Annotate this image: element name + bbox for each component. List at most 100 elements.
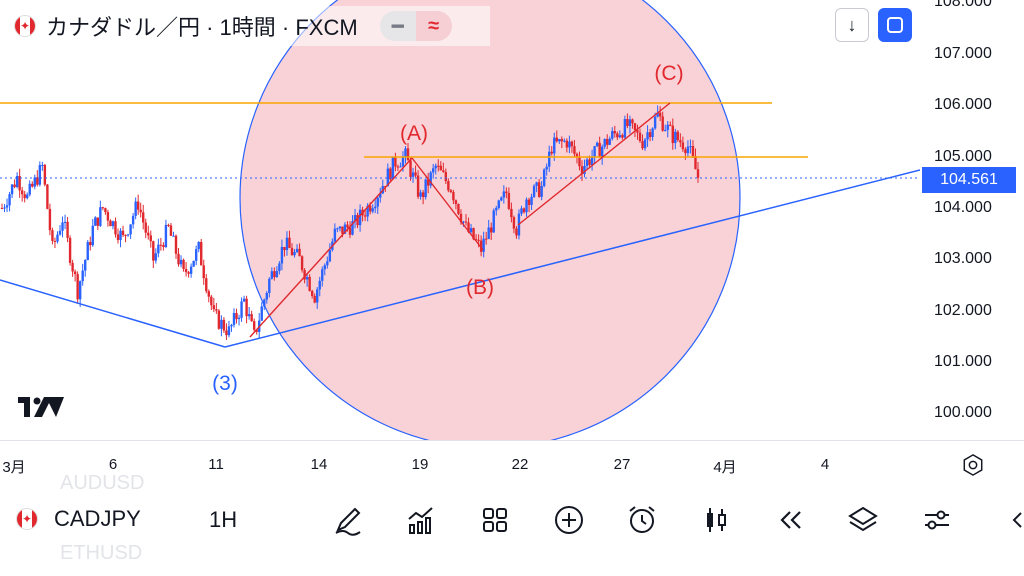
candle-body bbox=[154, 253, 158, 261]
time-axis[interactable]: 3月 6 11 14 19 22 27 4月 4 bbox=[0, 440, 1024, 486]
wave-c-line[interactable] bbox=[517, 102, 671, 226]
candle-body bbox=[91, 225, 94, 246]
candle-body bbox=[328, 249, 332, 262]
price-chart[interactable]: (3) (A) (B) (C) bbox=[0, 0, 920, 440]
candle-body bbox=[500, 197, 503, 201]
candle-body bbox=[56, 234, 59, 242]
candle-body bbox=[452, 192, 455, 201]
candle-body bbox=[522, 208, 526, 213]
wave-b-line[interactable] bbox=[411, 157, 484, 251]
candle-body bbox=[338, 226, 342, 229]
symbol-title[interactable]: カナダドル／円 · 1時間 · FXCM bbox=[46, 15, 358, 40]
time-tick: 11 bbox=[208, 456, 224, 473]
candle-body bbox=[479, 240, 483, 252]
approx-wave-icon[interactable]: ≈ bbox=[415, 11, 452, 41]
symbol-header: ✦ カナダドル／円 · 1時間 · FXCM ━ ≈ bbox=[8, 6, 490, 46]
candle-body bbox=[414, 172, 417, 176]
candle-body bbox=[419, 192, 422, 197]
candle-body bbox=[134, 201, 137, 216]
candle-body bbox=[661, 116, 664, 131]
price-tick: 106.000 bbox=[934, 96, 992, 113]
candle-body bbox=[139, 209, 142, 213]
layers-icon[interactable] bbox=[843, 500, 883, 540]
candle-body bbox=[182, 259, 185, 269]
wave-a-line[interactable] bbox=[249, 157, 413, 338]
candle-body bbox=[336, 228, 339, 230]
candle-body bbox=[225, 330, 228, 336]
price-tick: 103.000 bbox=[934, 250, 992, 267]
candle-body bbox=[5, 205, 9, 208]
rewind-icon[interactable] bbox=[770, 500, 810, 540]
trendline-support[interactable] bbox=[224, 169, 920, 348]
header-button-group: ━ ≈ bbox=[379, 11, 452, 41]
time-tick: 27 bbox=[613, 456, 631, 473]
indicators-icon[interactable] bbox=[401, 500, 441, 540]
candle-body bbox=[462, 221, 465, 223]
candle-body bbox=[631, 119, 634, 124]
tradingview-logo bbox=[18, 397, 64, 417]
time-tick: 6 bbox=[108, 456, 118, 473]
candle-body bbox=[583, 165, 586, 175]
candle-body bbox=[235, 312, 238, 320]
candle-body bbox=[300, 256, 304, 271]
candle-body bbox=[159, 244, 163, 246]
candles-icon[interactable] bbox=[696, 500, 736, 540]
interval-selector[interactable]: 1H bbox=[209, 507, 238, 532]
trendline-lower[interactable] bbox=[0, 279, 226, 348]
candle-body bbox=[184, 268, 188, 273]
candle-body bbox=[537, 182, 541, 197]
time-tick: 19 bbox=[411, 456, 429, 473]
minus-icon[interactable]: ━ bbox=[391, 15, 404, 38]
candle-body bbox=[237, 317, 241, 320]
candle-body bbox=[353, 215, 357, 222]
pen-icon[interactable] bbox=[328, 500, 368, 540]
candle-body bbox=[200, 241, 203, 266]
candle-body bbox=[275, 271, 279, 278]
candle-body bbox=[18, 176, 21, 191]
candle-body bbox=[109, 220, 112, 227]
candle-body bbox=[399, 166, 402, 168]
chart-canvas[interactable]: (3) (A) (B) (C) ✦ カナダドル／円 · 1時間 · FXCM ━… bbox=[0, 0, 920, 440]
candle-body bbox=[169, 225, 173, 236]
candle-body bbox=[613, 131, 616, 134]
arrow-down-icon[interactable]: ↓ bbox=[835, 8, 869, 42]
candle-body bbox=[432, 168, 435, 173]
candle-body bbox=[222, 319, 226, 331]
candle-body bbox=[147, 232, 150, 236]
candle-body bbox=[598, 142, 601, 158]
candle-body bbox=[391, 157, 395, 180]
alarm-clock-icon[interactable] bbox=[622, 500, 662, 540]
fullscreen-icon[interactable] bbox=[878, 8, 912, 42]
candle-body bbox=[38, 165, 42, 185]
candle-body bbox=[308, 276, 311, 291]
candle-body bbox=[104, 208, 107, 213]
candle-body bbox=[71, 262, 74, 272]
price-axis[interactable]: 108.000 107.000 106.000 105.000 104.000 103.0… bbox=[920, 0, 1024, 440]
candle-body bbox=[434, 165, 437, 169]
symbol-selector[interactable]: ✦ CADJPY bbox=[16, 506, 141, 532]
candle-body bbox=[131, 215, 135, 225]
drawing-circle[interactable] bbox=[239, 0, 741, 440]
candle-body bbox=[358, 209, 362, 226]
candle-body bbox=[285, 237, 289, 251]
chevron-left-icon[interactable] bbox=[996, 500, 1024, 540]
candle-body bbox=[217, 310, 221, 329]
settings-sliders-icon[interactable] bbox=[917, 500, 957, 540]
settings-icon[interactable] bbox=[962, 454, 984, 476]
candle-body bbox=[230, 324, 233, 327]
candle-body bbox=[442, 170, 445, 172]
price-tick: 108.000 bbox=[934, 0, 992, 10]
candle-body bbox=[648, 132, 652, 138]
candle-body bbox=[242, 298, 246, 302]
candle-body bbox=[641, 141, 644, 149]
add-icon[interactable] bbox=[549, 500, 589, 540]
candle-body bbox=[374, 206, 377, 209]
grid-layout-icon[interactable] bbox=[475, 500, 515, 540]
candle-body bbox=[681, 142, 685, 150]
candle-body bbox=[578, 157, 581, 167]
candle-body bbox=[621, 135, 624, 138]
candle-body bbox=[484, 238, 488, 240]
candle-body bbox=[351, 221, 354, 235]
candle-body bbox=[416, 175, 420, 197]
candle-body bbox=[553, 137, 556, 154]
